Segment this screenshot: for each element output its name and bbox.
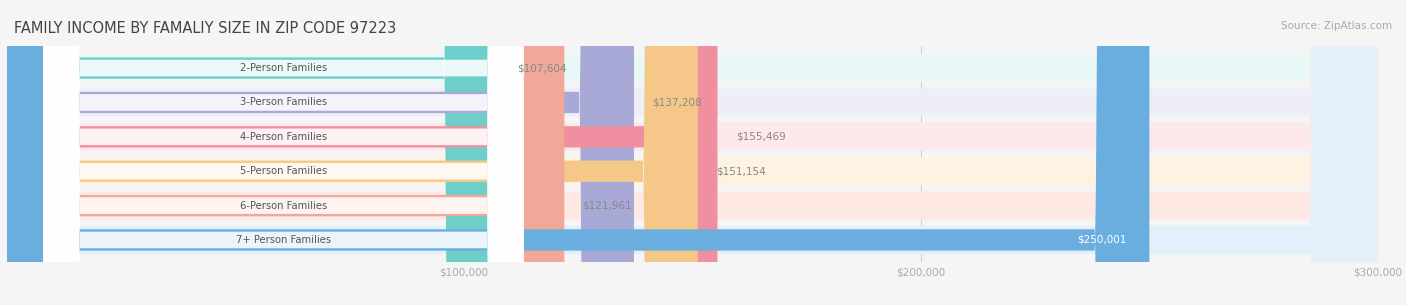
FancyBboxPatch shape [44,0,523,305]
FancyBboxPatch shape [7,0,1378,305]
Text: FAMILY INCOME BY FAMALIY SIZE IN ZIP CODE 97223: FAMILY INCOME BY FAMALIY SIZE IN ZIP COD… [14,21,396,36]
Text: 2-Person Families: 2-Person Families [240,63,328,73]
Text: 7+ Person Families: 7+ Person Families [236,235,330,245]
Text: $107,604: $107,604 [517,63,567,73]
FancyBboxPatch shape [7,0,499,305]
Text: $151,154: $151,154 [716,166,766,176]
Text: 6-Person Families: 6-Person Families [240,201,328,210]
FancyBboxPatch shape [7,0,1378,305]
Text: Source: ZipAtlas.com: Source: ZipAtlas.com [1281,21,1392,31]
FancyBboxPatch shape [7,0,634,305]
Text: 3-Person Families: 3-Person Families [240,98,328,107]
Text: 5-Person Families: 5-Person Families [240,166,328,176]
FancyBboxPatch shape [7,0,1378,305]
FancyBboxPatch shape [7,0,717,305]
Text: $250,001: $250,001 [1077,235,1126,245]
Text: $121,961: $121,961 [582,201,633,210]
FancyBboxPatch shape [7,0,1378,305]
FancyBboxPatch shape [7,0,1378,305]
Text: $137,208: $137,208 [652,98,702,107]
FancyBboxPatch shape [44,0,523,305]
Text: $155,469: $155,469 [735,132,786,142]
FancyBboxPatch shape [44,0,523,305]
FancyBboxPatch shape [7,0,1378,305]
FancyBboxPatch shape [44,0,523,305]
Text: 4-Person Families: 4-Person Families [240,132,328,142]
FancyBboxPatch shape [44,0,523,305]
FancyBboxPatch shape [7,0,1150,305]
FancyBboxPatch shape [44,0,523,305]
FancyBboxPatch shape [7,0,564,305]
FancyBboxPatch shape [7,0,697,305]
